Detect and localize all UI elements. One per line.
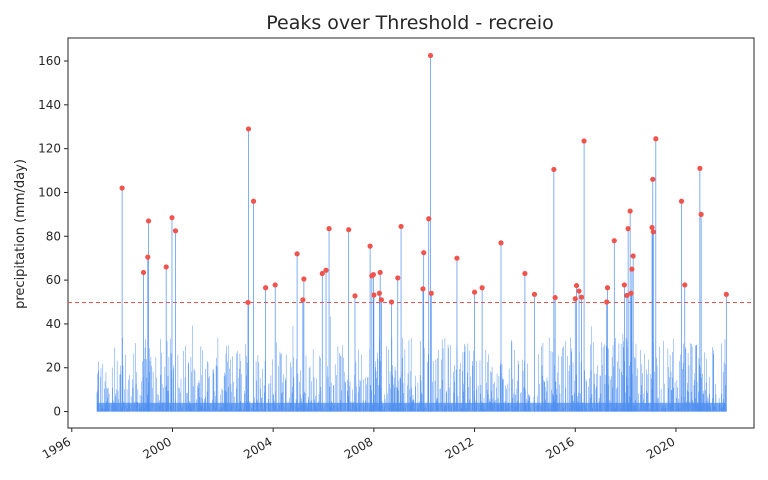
peak-marker [650,176,656,182]
x-tick-label: 2004 [241,434,274,461]
y-tick-label: 60 [46,273,61,287]
peak-marker [572,296,578,302]
peak-marker [581,138,587,144]
peak-marker [573,282,580,289]
peak-marker [245,299,251,306]
peak-marker [697,165,703,171]
peak-marker [377,269,383,276]
y-tick-label: 0 [53,405,61,419]
peak-marker [420,286,426,292]
peak-marker [272,282,278,288]
peak-marker [629,266,635,272]
y-tick-label: 120 [38,142,61,156]
peak-marker [376,290,383,296]
peak-marker [371,292,377,298]
peak-marker [604,299,610,305]
daily-precipitation-bars [96,316,727,412]
y-tick-label: 100 [38,185,61,199]
peak-marker [119,185,125,191]
x-tick-label: 2016 [543,434,576,461]
y-tick-label: 80 [46,229,61,243]
peak-marker [428,290,434,296]
peak-marker [169,215,175,221]
x-tick-label: 1996 [40,434,73,461]
x-tick-label: 2020 [644,434,677,461]
peak-marker [723,291,729,297]
peak-marker [479,285,485,291]
peak-marker [678,198,685,204]
peak-marker [145,254,151,260]
peak-marker [531,291,538,297]
x-tick-label: 2008 [342,434,375,461]
y-tick-label: 160 [38,54,61,68]
peak-marker [578,294,585,300]
peak-marker [263,285,269,291]
peak-marker [498,240,504,246]
peak-marker [426,216,432,222]
x-tick-label: 2000 [141,434,174,461]
y-tick-label: 140 [38,98,61,112]
peak-marker [649,224,655,231]
peak-marker [323,267,329,273]
peak-marker [346,227,352,233]
peak-marker [301,276,307,282]
peak-marker [576,288,582,294]
peak-marker [294,251,300,257]
peak-marker [427,52,434,59]
peak-marker [172,228,179,234]
peak-marker [398,223,404,230]
peak-marker [621,282,627,288]
peak-marker [522,270,528,277]
peak-marker [250,198,257,204]
y-axis-label: precipitation (mm/day) [13,159,28,309]
peak-marker [370,272,376,278]
peak-marker [627,208,633,214]
plot-area: 0 20 40 60 80 100 120 140 160 1996 2000 2004 2008 201… [38,37,755,462]
peak-marker [551,166,557,173]
peak-marker [326,226,332,232]
peak-marker [698,211,704,217]
peak-marker [650,229,656,235]
peak-marker [653,136,659,142]
y-tick-label: 40 [46,317,61,331]
peak-marker [604,285,611,291]
peak-marker [624,292,630,299]
plot-frame [67,37,755,429]
peak-marker [625,226,631,232]
peak-marker [552,295,558,301]
peak-marker [145,218,152,224]
peak-marker [628,290,634,296]
peak-marker [300,297,306,303]
peak-marker [245,126,252,132]
peak-marker [140,269,147,276]
base-band [96,402,727,412]
peak-marker [163,264,169,270]
peak-marker [378,297,385,303]
peak-marker [421,250,427,256]
x-tick-label: 2012 [443,434,476,461]
peak-marker [630,253,636,259]
peak-marker [395,275,401,281]
peak-marker [388,299,395,305]
peak-marker [454,255,460,261]
peak-marker [611,238,617,244]
peak-marker [471,289,478,295]
peak-marker [352,293,358,299]
chart-title: Peaks over Threshold - recreio [266,12,554,34]
peak-marker [319,270,325,277]
y-tick-label: 20 [46,361,61,375]
peak-marker [682,282,688,288]
peak-marker [367,243,373,249]
